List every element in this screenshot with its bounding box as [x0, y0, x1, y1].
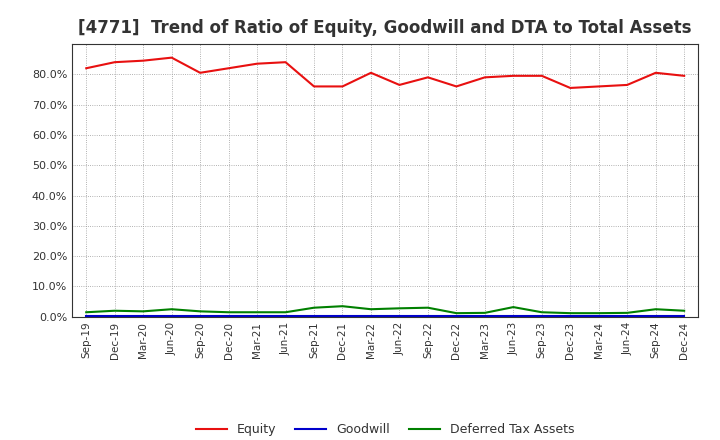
- Goodwill: [595, 314, 603, 319]
- Equity: [395, 82, 404, 88]
- Deferred Tax Assets: [652, 307, 660, 312]
- Equity: [253, 61, 261, 66]
- Equity: [537, 73, 546, 78]
- Deferred Tax Assets: [225, 310, 233, 315]
- Equity: [423, 75, 432, 80]
- Equity: [366, 70, 375, 75]
- Equity: [82, 66, 91, 71]
- Goodwill: [395, 314, 404, 319]
- Deferred Tax Assets: [82, 310, 91, 315]
- Deferred Tax Assets: [196, 309, 204, 314]
- Equity: [595, 84, 603, 89]
- Deferred Tax Assets: [310, 305, 318, 310]
- Goodwill: [196, 314, 204, 319]
- Equity: [282, 59, 290, 65]
- Deferred Tax Assets: [595, 311, 603, 316]
- Goodwill: [225, 314, 233, 319]
- Line: Equity: Equity: [86, 58, 684, 88]
- Goodwill: [366, 314, 375, 319]
- Goodwill: [623, 314, 631, 319]
- Goodwill: [566, 314, 575, 319]
- Equity: [452, 84, 461, 89]
- Line: Deferred Tax Assets: Deferred Tax Assets: [86, 306, 684, 313]
- Deferred Tax Assets: [395, 306, 404, 311]
- Deferred Tax Assets: [452, 311, 461, 316]
- Goodwill: [310, 314, 318, 319]
- Goodwill: [139, 314, 148, 319]
- Goodwill: [652, 314, 660, 319]
- Deferred Tax Assets: [139, 309, 148, 314]
- Equity: [110, 59, 119, 65]
- Equity: [623, 82, 631, 88]
- Title: [4771]  Trend of Ratio of Equity, Goodwill and DTA to Total Assets: [4771] Trend of Ratio of Equity, Goodwil…: [78, 19, 692, 37]
- Goodwill: [82, 314, 91, 319]
- Equity: [680, 73, 688, 78]
- Goodwill: [537, 314, 546, 319]
- Equity: [167, 55, 176, 60]
- Deferred Tax Assets: [338, 304, 347, 309]
- Deferred Tax Assets: [366, 307, 375, 312]
- Deferred Tax Assets: [623, 310, 631, 315]
- Equity: [509, 73, 518, 78]
- Goodwill: [509, 314, 518, 319]
- Equity: [566, 85, 575, 91]
- Equity: [480, 75, 489, 80]
- Equity: [652, 70, 660, 75]
- Equity: [310, 84, 318, 89]
- Deferred Tax Assets: [167, 307, 176, 312]
- Goodwill: [480, 314, 489, 319]
- Equity: [338, 84, 347, 89]
- Equity: [196, 70, 204, 75]
- Goodwill: [338, 314, 347, 319]
- Goodwill: [253, 314, 261, 319]
- Equity: [225, 66, 233, 71]
- Goodwill: [452, 314, 461, 319]
- Goodwill: [110, 314, 119, 319]
- Deferred Tax Assets: [253, 310, 261, 315]
- Goodwill: [680, 314, 688, 319]
- Goodwill: [167, 314, 176, 319]
- Goodwill: [423, 314, 432, 319]
- Deferred Tax Assets: [566, 311, 575, 316]
- Deferred Tax Assets: [680, 308, 688, 313]
- Deferred Tax Assets: [537, 310, 546, 315]
- Deferred Tax Assets: [480, 310, 489, 315]
- Deferred Tax Assets: [423, 305, 432, 310]
- Deferred Tax Assets: [282, 310, 290, 315]
- Deferred Tax Assets: [110, 308, 119, 313]
- Legend: Equity, Goodwill, Deferred Tax Assets: Equity, Goodwill, Deferred Tax Assets: [191, 418, 580, 440]
- Goodwill: [282, 314, 290, 319]
- Deferred Tax Assets: [509, 304, 518, 310]
- Equity: [139, 58, 148, 63]
